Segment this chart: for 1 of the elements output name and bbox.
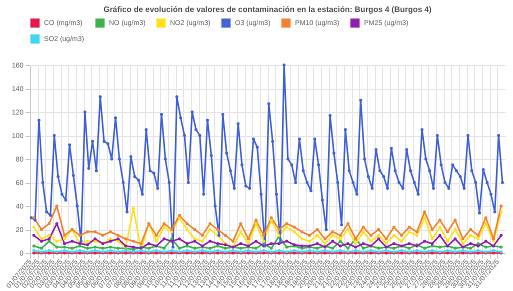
chart-title: Gráfico de evolución de valores de contaminación en la estación: Burgos 4 (Burgos 4)	[103, 5, 432, 14]
